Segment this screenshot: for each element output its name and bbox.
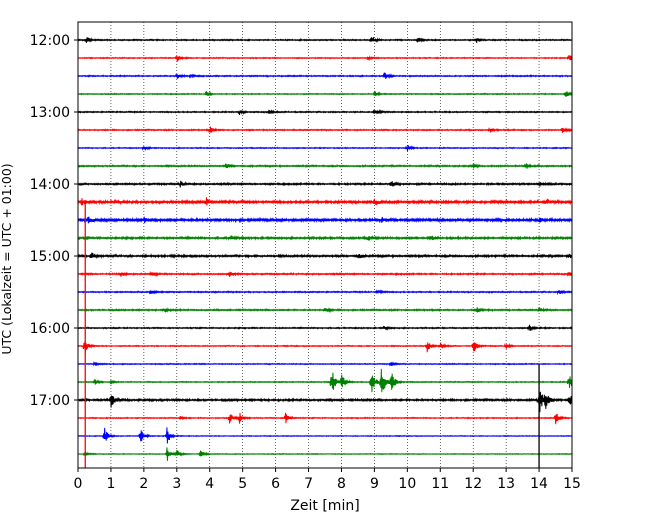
seismogram-trace-1415: [78, 197, 572, 206]
y-axis: 12:00 13:00 14:00 15:00 16:00 17:00: [30, 33, 78, 409]
x-grid: [110, 22, 540, 468]
seismogram-trace-1615: [78, 341, 572, 353]
y-tick-label: 14:00: [30, 177, 70, 193]
x-tick-label: 9: [370, 476, 379, 492]
x-tick-label: 7: [304, 476, 313, 492]
y-tick-label: 12:00: [30, 33, 70, 49]
seismogram-trace-1715: [78, 412, 572, 425]
x-tick-label: 15: [563, 476, 581, 492]
seismogram-trace-1500: [78, 252, 572, 260]
x-tick-label: 4: [205, 476, 214, 492]
x-tick-label: 2: [139, 476, 148, 492]
seismogram-trace-1600: [78, 324, 572, 331]
seismogram-trace-1245: [78, 91, 572, 97]
x-tick-label: 12: [464, 476, 482, 492]
x-tick-label: 10: [398, 476, 416, 492]
y-tick-label: 15:00: [30, 249, 70, 265]
seismogram-trace-1400: [78, 180, 572, 188]
y-axis-label: UTC (Lokalzeit = UTC + 01:00): [0, 163, 14, 354]
seismogram-trace-1330: [78, 144, 572, 152]
seismogram-trace-1515: [78, 270, 572, 278]
seismogram-trace-1315: [78, 126, 572, 134]
x-tick-label: 1: [106, 476, 115, 492]
seismogram-trace-1445: [78, 235, 572, 241]
x-axis-label: Zeit [min]: [290, 498, 359, 514]
x-tick-label: 6: [271, 476, 280, 492]
seismogram-trace-1430: [78, 216, 572, 224]
seismogram-trace-1215: [78, 55, 572, 62]
seismogram-trace-1530: [78, 289, 572, 296]
x-tick-label: 5: [238, 476, 247, 492]
seismogram-trace-1345: [78, 163, 572, 169]
seismogram-trace-1630: [78, 361, 572, 367]
seismogram-trace-1730: [78, 427, 572, 444]
x-tick-label: 8: [337, 476, 346, 492]
trace-layer: [78, 37, 572, 468]
plot-frame: [77, 21, 573, 469]
x-tick-label: 3: [172, 476, 181, 492]
x-axis: 0 1 2 3 4 5 6 7 8 9 10 11 12 13 14 15: [74, 468, 581, 492]
x-tick-label: 0: [74, 476, 83, 492]
seismogram-trace-1645: [78, 368, 572, 393]
seismogram-trace-1200: [78, 37, 572, 43]
seismogram-trace-1300: [78, 108, 572, 115]
x-tick-label: 13: [497, 476, 515, 492]
y-tick-label: 13:00: [30, 105, 70, 121]
seismogram-trace-1700: [78, 391, 572, 413]
seismogram-trace-1745: [78, 447, 572, 461]
seismogram-trace-1545: [78, 306, 572, 314]
x-tick-label: 14: [530, 476, 548, 492]
y-tick-label: 16:00: [30, 321, 70, 337]
x-tick-label: 11: [431, 476, 449, 492]
seismogram-trace-1230: [78, 72, 572, 80]
y-tick-label: 17:00: [30, 393, 70, 409]
